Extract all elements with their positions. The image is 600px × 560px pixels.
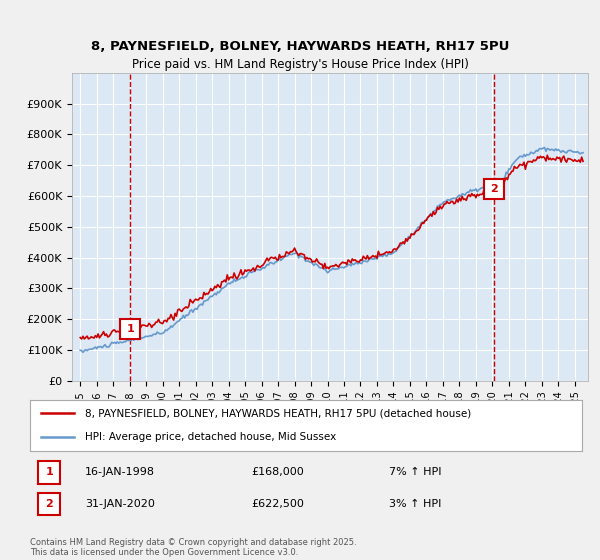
FancyBboxPatch shape	[38, 493, 61, 515]
Text: 8, PAYNESFIELD, BOLNEY, HAYWARDS HEATH, RH17 5PU: 8, PAYNESFIELD, BOLNEY, HAYWARDS HEATH, …	[91, 40, 509, 53]
Text: 3% ↑ HPI: 3% ↑ HPI	[389, 499, 441, 509]
Text: £622,500: £622,500	[251, 499, 304, 509]
FancyBboxPatch shape	[38, 461, 61, 484]
Text: 1: 1	[46, 468, 53, 478]
Text: HPI: Average price, detached house, Mid Sussex: HPI: Average price, detached house, Mid …	[85, 432, 337, 442]
Text: 2: 2	[46, 499, 53, 509]
Text: £168,000: £168,000	[251, 468, 304, 478]
Text: 7% ↑ HPI: 7% ↑ HPI	[389, 468, 442, 478]
Text: 2: 2	[490, 184, 497, 194]
Text: 16-JAN-1998: 16-JAN-1998	[85, 468, 155, 478]
Text: Price paid vs. HM Land Registry's House Price Index (HPI): Price paid vs. HM Land Registry's House …	[131, 58, 469, 71]
Text: 31-JAN-2020: 31-JAN-2020	[85, 499, 155, 509]
Text: 8, PAYNESFIELD, BOLNEY, HAYWARDS HEATH, RH17 5PU (detached house): 8, PAYNESFIELD, BOLNEY, HAYWARDS HEATH, …	[85, 408, 472, 418]
Text: 1: 1	[127, 324, 134, 334]
Text: Contains HM Land Registry data © Crown copyright and database right 2025.
This d: Contains HM Land Registry data © Crown c…	[30, 538, 356, 557]
